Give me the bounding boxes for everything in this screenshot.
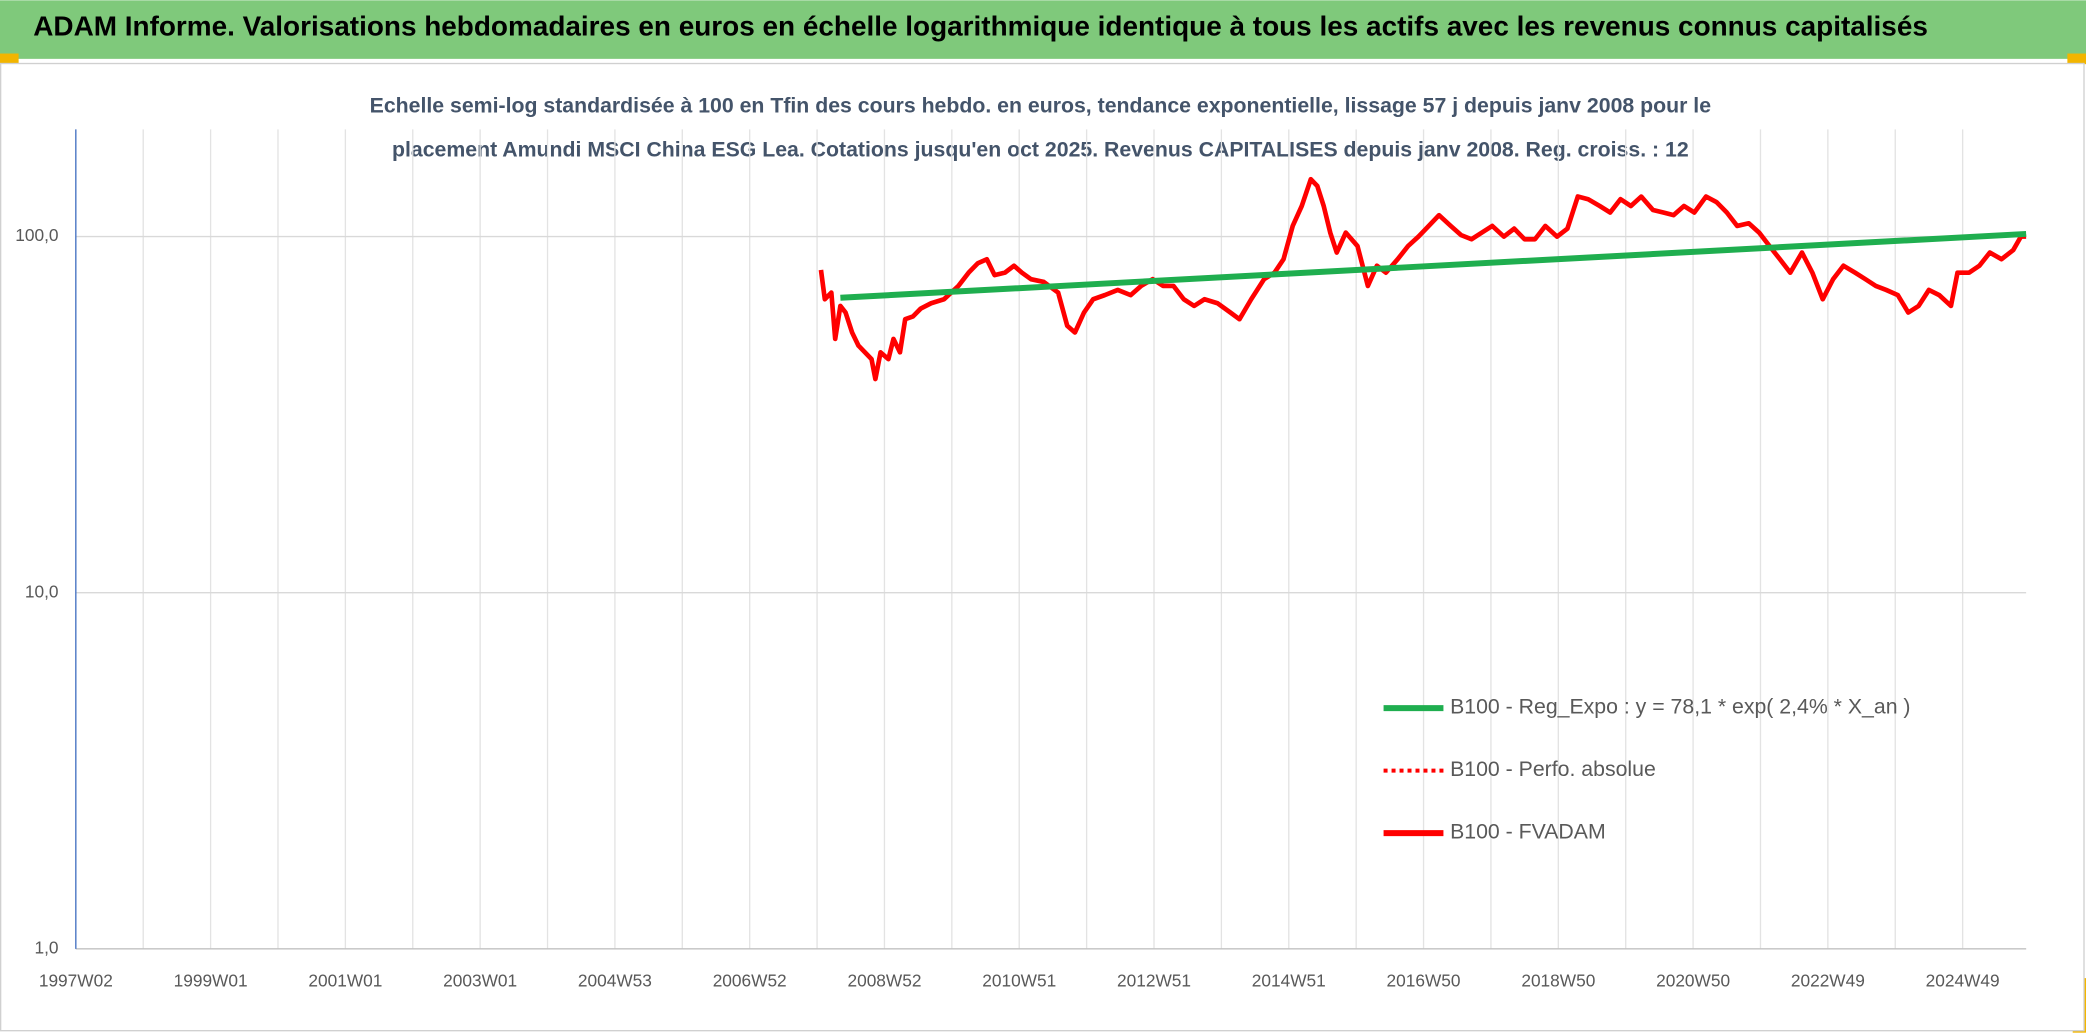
x-tick-label: 1999W01 [174, 971, 248, 991]
header-title: ADAM Informe. Valorisations hebdomadaire… [33, 11, 1928, 42]
legend-label: B100 - FVADAM [1450, 820, 1606, 844]
x-tick-label: 2022W49 [1791, 971, 1865, 991]
header-band [0, 0, 2086, 59]
series-line [818, 176, 2027, 382]
x-tick-label: 2018W50 [1521, 971, 1595, 991]
x-tick-label: 2012W51 [1117, 971, 1191, 991]
chart-title: placement Amundi MSCI China ESG Lea. Cot… [392, 137, 1689, 161]
x-tick-label: 2014W51 [1252, 971, 1326, 991]
corner [2067, 53, 2086, 65]
x-tick-label: 2020W50 [1656, 971, 1730, 991]
corner [0, 53, 19, 65]
chart-panel [0, 62, 2085, 1032]
x-tick-label: 2003W01 [443, 971, 517, 991]
y-tick-label: 1,0 [35, 937, 59, 957]
x-tick-label: 2001W01 [308, 971, 382, 991]
x-tick-label: 2024W49 [1926, 971, 2000, 991]
y-tick-label: 100,0 [15, 225, 58, 245]
x-tick-label: 2008W52 [847, 971, 921, 991]
x-tick-label: 1997W02 [39, 971, 113, 991]
legend-label: B100 - Reg_Expo : y = 78,1 * exp( 2,4% *… [1450, 695, 1910, 719]
chart-title: Echelle semi-log standardisée à 100 en T… [370, 93, 1712, 117]
series-line [840, 230, 2027, 301]
x-tick-label: 2016W50 [1387, 971, 1461, 991]
x-tick-label: 2010W51 [982, 971, 1056, 991]
y-tick-label: 10,0 [25, 581, 59, 601]
legend-label: B100 - Perfo. absolue [1450, 757, 1656, 781]
x-tick-label: 2006W52 [713, 971, 787, 991]
x-tick-label: 2004W53 [578, 971, 652, 991]
